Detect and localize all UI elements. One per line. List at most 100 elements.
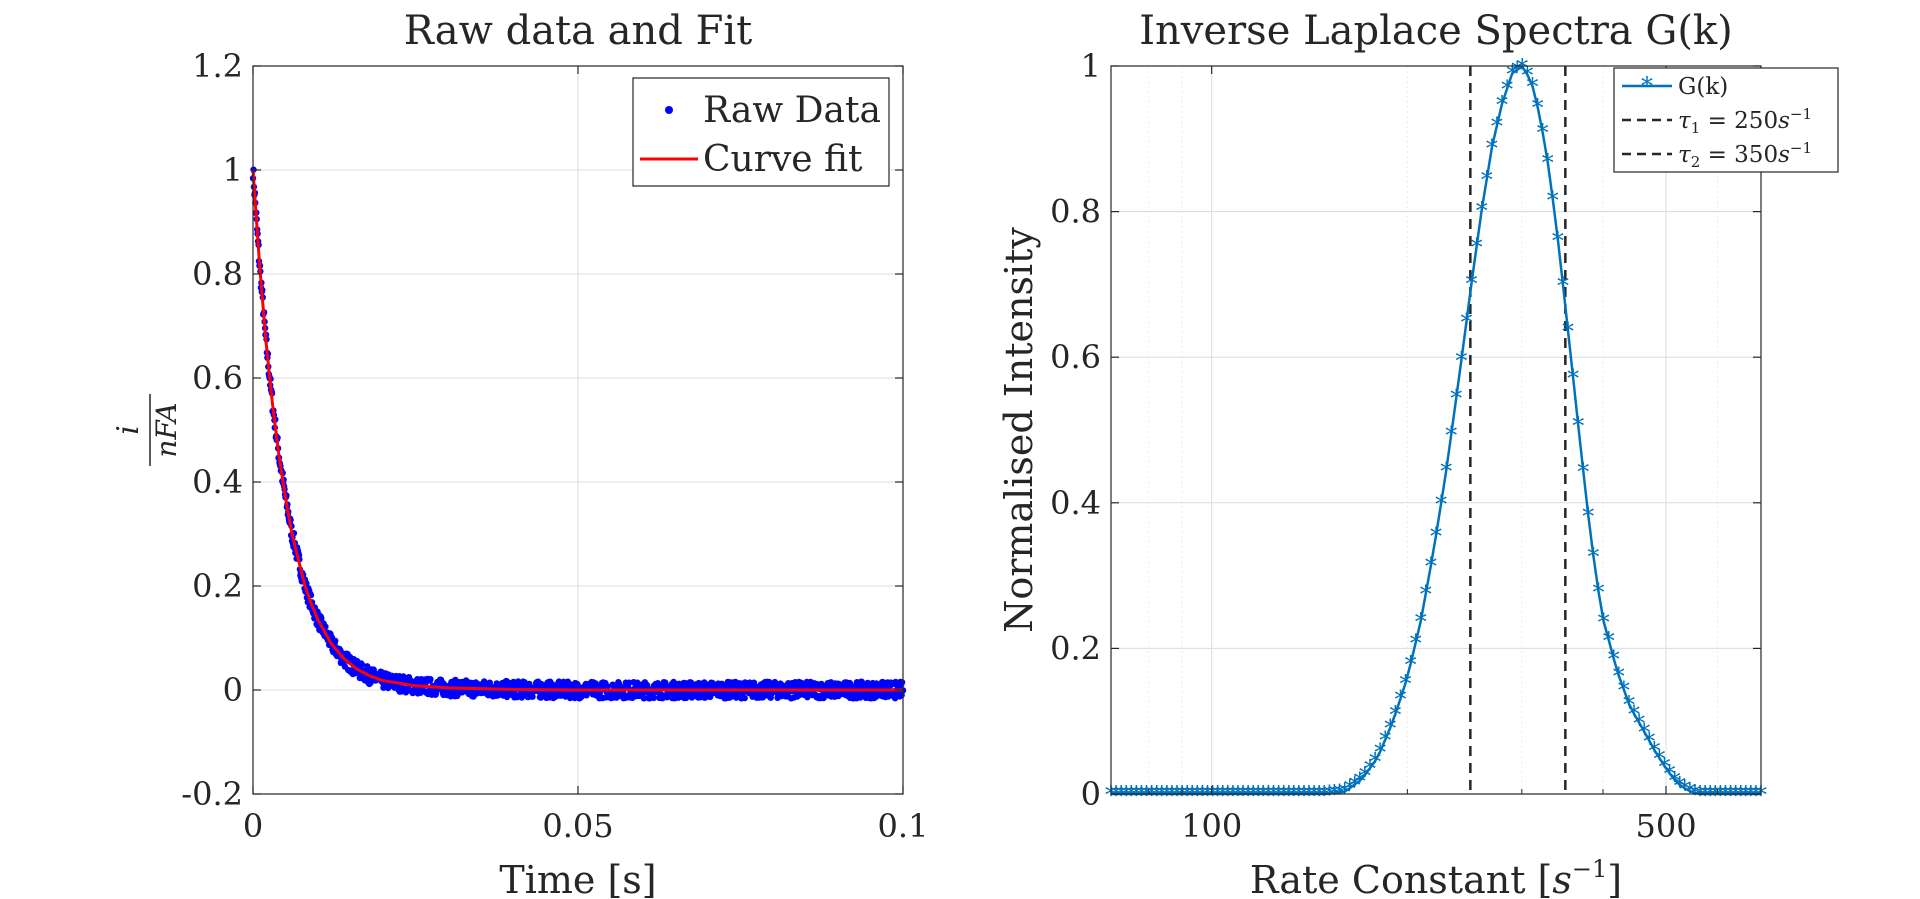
gk-marker: *	[1171, 781, 1183, 809]
gk-marker: *	[1273, 781, 1285, 809]
gk-marker: *	[1303, 781, 1315, 809]
gk-marker: *	[1232, 781, 1244, 809]
gk-marker: *	[1648, 737, 1660, 765]
gk-marker: *	[1405, 651, 1417, 679]
gk-marker: *	[1278, 781, 1290, 809]
gk-marker: *	[1608, 646, 1620, 674]
gk-marker: *	[1461, 309, 1473, 337]
gk-marker: *	[1186, 781, 1198, 809]
gk-marker: *	[1567, 364, 1579, 392]
y-tick-label: 0	[1081, 775, 1101, 813]
raw-data-point	[604, 683, 611, 690]
y-tick-label: 1	[223, 151, 243, 189]
axes-frame	[1110, 65, 1762, 795]
gk-marker: *	[1527, 73, 1539, 101]
gk-marker: *	[1425, 552, 1437, 580]
gk-marker: *	[1389, 701, 1401, 729]
gk-marker: *	[1501, 76, 1513, 104]
gk-marker: *	[1166, 781, 1178, 809]
gk-marker: *	[1664, 760, 1676, 788]
gk-marker: *	[1151, 781, 1163, 809]
gk-marker: *	[1552, 227, 1564, 255]
gk-marker: *	[1709, 781, 1721, 809]
gk-marker: *	[1364, 755, 1376, 783]
ticks: 0 0.2 0.4 0.6 0.8 1 100 500	[1050, 47, 1761, 845]
raw-data-point	[663, 694, 671, 701]
gk-marker: *	[1110, 781, 1122, 809]
gk-marker: *	[1318, 781, 1330, 809]
gk-marker: *	[1557, 272, 1569, 300]
gk-marker: *	[1511, 57, 1523, 85]
gk-marker: *	[1212, 781, 1224, 809]
gk-marker: *	[1115, 781, 1127, 809]
gk-marker: *	[1191, 781, 1203, 809]
gk-marker: *	[1643, 728, 1655, 756]
gk-marker: *	[1344, 775, 1356, 803]
gk-marker: *	[1506, 61, 1518, 89]
raw-data-point	[771, 678, 779, 686]
gk-marker: *	[1598, 608, 1610, 636]
gk-marker: *	[1628, 701, 1640, 729]
y-tick-label: -0.2	[181, 775, 243, 813]
legend-box	[632, 77, 890, 187]
gk-marker: *	[1156, 781, 1168, 809]
y-label-denominator: nFA	[150, 402, 183, 457]
y-tick-label: 0.8	[192, 255, 243, 293]
gk-marker: *	[1262, 781, 1274, 809]
gk-marker: *	[1476, 197, 1488, 225]
y-tick-label: 0.4	[1050, 484, 1101, 522]
gk-marker: *	[1699, 781, 1711, 809]
curve-fit-line	[251, 169, 903, 692]
gk-marker: *	[1613, 663, 1625, 691]
gk-marker: *	[1298, 781, 1310, 809]
y-label-numerator: i	[111, 425, 146, 435]
x-axis-label: Rate Constant [s−1]	[1250, 855, 1622, 899]
x-tick-label: 0.1	[878, 807, 929, 845]
gk-marker: *	[1293, 781, 1305, 809]
raw-data-plot: -0.200.20.40.60.811.20 0.05 0.1 Raw data a…	[111, 8, 928, 899]
gk-marker: *	[1521, 62, 1533, 90]
gk-marker: *	[1481, 166, 1493, 194]
gk-marker: *	[1562, 318, 1574, 346]
gk-marker: *	[1659, 753, 1671, 781]
gk-marker: *	[1410, 630, 1422, 658]
y-axis-label: Normalised Intensity	[997, 227, 1041, 633]
y-tick-label: 0.2	[192, 567, 243, 605]
gk-marker: *	[1146, 781, 1158, 809]
gk-marker: *	[1714, 781, 1726, 809]
gk-marker: *	[1181, 781, 1193, 809]
gk-marker: *	[1415, 608, 1427, 636]
legend-label-gk: G(k)	[1678, 74, 1728, 100]
gk-marker: *	[1176, 781, 1188, 809]
y-tick-label: 0.2	[1050, 629, 1101, 667]
gk-marker: *	[1222, 781, 1234, 809]
gk-marker: *	[1217, 781, 1229, 809]
gk-marker: *	[1379, 727, 1391, 755]
y-tick-label: 0	[223, 671, 243, 709]
gk-marker: *	[1755, 781, 1767, 809]
raw-data-point	[898, 679, 906, 686]
gk-marker: *	[1638, 719, 1650, 747]
gk-marker: *	[1207, 781, 1219, 809]
x-axis-label-text: Rate Constant [s−1]	[1250, 855, 1622, 899]
legend-label-tau2: τ2 = 350s−1	[1678, 139, 1812, 171]
gk-marker: *	[1679, 775, 1691, 803]
gk-marker: *	[1730, 781, 1742, 809]
raw-data-point	[640, 695, 648, 702]
gk-marker: *	[1430, 523, 1442, 551]
gk-marker: *	[1130, 781, 1142, 809]
gk-marker: *	[1440, 458, 1452, 486]
gk-marker: *	[1420, 581, 1432, 609]
gk-marker: *	[1435, 490, 1447, 518]
gk-marker: *	[1455, 347, 1467, 375]
y-tick-label: 1	[1081, 47, 1101, 85]
gk-marker: *	[1384, 715, 1396, 743]
gk-marker: *	[1161, 781, 1173, 809]
gk-marker: *	[1582, 503, 1594, 531]
gk-marker: *	[1450, 385, 1462, 413]
gk-marker: *	[1725, 781, 1737, 809]
gk-marker: *	[1537, 119, 1549, 147]
gk-marker: *	[1491, 113, 1503, 141]
legend: * G(k) τ1 = 250s−1 τ2 = 350s−1	[1613, 67, 1839, 173]
y-tick-label: 0.4	[192, 463, 243, 501]
